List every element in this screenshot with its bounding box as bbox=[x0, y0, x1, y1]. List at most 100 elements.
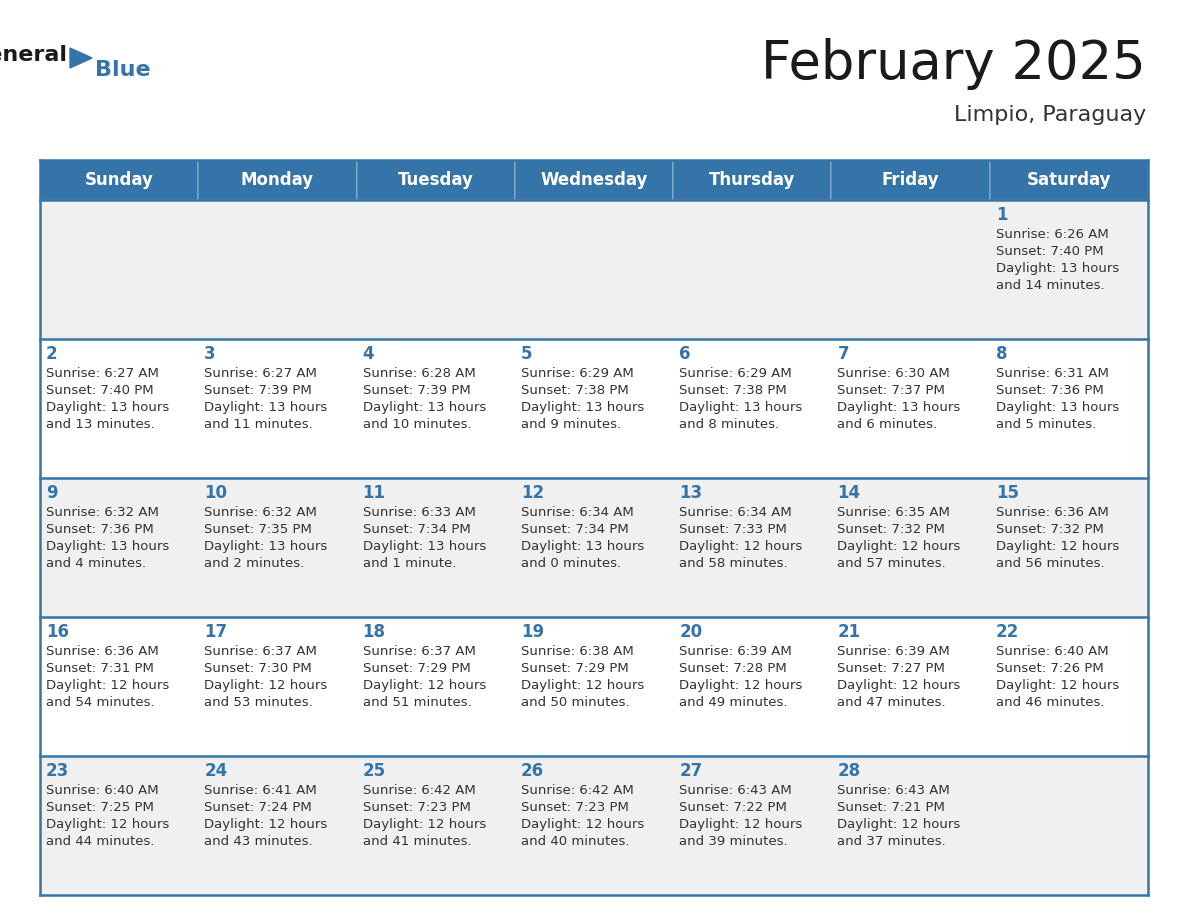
Text: and 50 minutes.: and 50 minutes. bbox=[520, 696, 630, 709]
Bar bbox=[674, 478, 832, 617]
Text: 14: 14 bbox=[838, 484, 860, 502]
Text: Daylight: 13 hours: Daylight: 13 hours bbox=[520, 401, 644, 414]
Text: and 8 minutes.: and 8 minutes. bbox=[680, 418, 779, 431]
Text: 27: 27 bbox=[680, 762, 702, 780]
Text: Sunset: 7:25 PM: Sunset: 7:25 PM bbox=[46, 801, 154, 814]
Text: Sunrise: 6:27 AM: Sunrise: 6:27 AM bbox=[204, 367, 317, 380]
Bar bbox=[514, 339, 674, 478]
Text: Daylight: 12 hours: Daylight: 12 hours bbox=[838, 679, 961, 692]
Text: Sunset: 7:24 PM: Sunset: 7:24 PM bbox=[204, 801, 312, 814]
Text: Daylight: 12 hours: Daylight: 12 hours bbox=[838, 540, 961, 553]
Text: February 2025: February 2025 bbox=[762, 38, 1146, 90]
Text: Sunrise: 6:34 AM: Sunrise: 6:34 AM bbox=[520, 506, 633, 519]
Bar bbox=[198, 339, 356, 478]
Text: Sunrise: 6:39 AM: Sunrise: 6:39 AM bbox=[838, 645, 950, 658]
Text: 25: 25 bbox=[362, 762, 386, 780]
Bar bbox=[40, 617, 198, 756]
Bar bbox=[40, 200, 198, 339]
Bar bbox=[832, 200, 990, 339]
Text: Sunset: 7:26 PM: Sunset: 7:26 PM bbox=[996, 662, 1104, 675]
Text: Sunrise: 6:35 AM: Sunrise: 6:35 AM bbox=[838, 506, 950, 519]
Text: Sunset: 7:27 PM: Sunset: 7:27 PM bbox=[838, 662, 946, 675]
Bar bbox=[674, 200, 832, 339]
Bar bbox=[40, 478, 198, 617]
Text: and 46 minutes.: and 46 minutes. bbox=[996, 696, 1104, 709]
Text: and 44 minutes.: and 44 minutes. bbox=[46, 835, 154, 848]
Text: Sunset: 7:23 PM: Sunset: 7:23 PM bbox=[362, 801, 470, 814]
Text: 2: 2 bbox=[46, 345, 58, 363]
Text: and 37 minutes.: and 37 minutes. bbox=[838, 835, 946, 848]
Text: Sunrise: 6:40 AM: Sunrise: 6:40 AM bbox=[46, 784, 159, 797]
Text: Sunrise: 6:34 AM: Sunrise: 6:34 AM bbox=[680, 506, 792, 519]
Text: Sunrise: 6:37 AM: Sunrise: 6:37 AM bbox=[204, 645, 317, 658]
Bar bbox=[40, 160, 198, 200]
Text: Daylight: 13 hours: Daylight: 13 hours bbox=[520, 540, 644, 553]
Text: and 1 minute.: and 1 minute. bbox=[362, 557, 456, 570]
Text: 23: 23 bbox=[46, 762, 69, 780]
Text: Daylight: 13 hours: Daylight: 13 hours bbox=[996, 401, 1119, 414]
Text: Sunrise: 6:38 AM: Sunrise: 6:38 AM bbox=[520, 645, 633, 658]
Text: Sunset: 7:32 PM: Sunset: 7:32 PM bbox=[996, 523, 1104, 536]
Bar bbox=[40, 756, 198, 895]
Text: 10: 10 bbox=[204, 484, 227, 502]
Bar bbox=[514, 756, 674, 895]
Text: Sunrise: 6:28 AM: Sunrise: 6:28 AM bbox=[362, 367, 475, 380]
Text: Sunset: 7:28 PM: Sunset: 7:28 PM bbox=[680, 662, 786, 675]
Text: Daylight: 12 hours: Daylight: 12 hours bbox=[46, 679, 169, 692]
Text: Tuesday: Tuesday bbox=[398, 171, 474, 189]
Text: Sunset: 7:33 PM: Sunset: 7:33 PM bbox=[680, 523, 786, 536]
Bar bbox=[990, 200, 1148, 339]
Text: Blue: Blue bbox=[95, 60, 151, 80]
Text: 3: 3 bbox=[204, 345, 216, 363]
Text: Daylight: 12 hours: Daylight: 12 hours bbox=[680, 540, 802, 553]
Text: and 57 minutes.: and 57 minutes. bbox=[838, 557, 946, 570]
Bar bbox=[356, 756, 514, 895]
Bar bbox=[356, 478, 514, 617]
Bar bbox=[832, 756, 990, 895]
Text: Daylight: 13 hours: Daylight: 13 hours bbox=[46, 540, 169, 553]
Text: Sunrise: 6:37 AM: Sunrise: 6:37 AM bbox=[362, 645, 475, 658]
Text: 22: 22 bbox=[996, 623, 1019, 641]
Text: Sunrise: 6:43 AM: Sunrise: 6:43 AM bbox=[680, 784, 792, 797]
Text: 19: 19 bbox=[520, 623, 544, 641]
Text: Daylight: 12 hours: Daylight: 12 hours bbox=[520, 818, 644, 831]
Bar bbox=[514, 617, 674, 756]
Text: Sunrise: 6:43 AM: Sunrise: 6:43 AM bbox=[838, 784, 950, 797]
Bar bbox=[674, 339, 832, 478]
Text: Sunset: 7:22 PM: Sunset: 7:22 PM bbox=[680, 801, 786, 814]
Text: Daylight: 13 hours: Daylight: 13 hours bbox=[680, 401, 802, 414]
Text: 16: 16 bbox=[46, 623, 69, 641]
Text: Daylight: 12 hours: Daylight: 12 hours bbox=[996, 679, 1119, 692]
Text: 17: 17 bbox=[204, 623, 227, 641]
Text: Daylight: 12 hours: Daylight: 12 hours bbox=[838, 818, 961, 831]
Text: 6: 6 bbox=[680, 345, 690, 363]
Text: Sunset: 7:36 PM: Sunset: 7:36 PM bbox=[996, 384, 1104, 397]
Bar bbox=[40, 339, 198, 478]
Text: Daylight: 13 hours: Daylight: 13 hours bbox=[362, 540, 486, 553]
Text: Daylight: 12 hours: Daylight: 12 hours bbox=[996, 540, 1119, 553]
Text: and 13 minutes.: and 13 minutes. bbox=[46, 418, 154, 431]
Text: Daylight: 12 hours: Daylight: 12 hours bbox=[520, 679, 644, 692]
Text: Sunset: 7:39 PM: Sunset: 7:39 PM bbox=[362, 384, 470, 397]
Bar bbox=[198, 756, 356, 895]
Text: Sunrise: 6:29 AM: Sunrise: 6:29 AM bbox=[520, 367, 633, 380]
Text: Sunrise: 6:36 AM: Sunrise: 6:36 AM bbox=[46, 645, 159, 658]
Text: Thursday: Thursday bbox=[709, 171, 796, 189]
Text: Daylight: 12 hours: Daylight: 12 hours bbox=[46, 818, 169, 831]
Text: Sunset: 7:37 PM: Sunset: 7:37 PM bbox=[838, 384, 946, 397]
Text: Daylight: 13 hours: Daylight: 13 hours bbox=[204, 540, 328, 553]
Text: 21: 21 bbox=[838, 623, 860, 641]
Bar bbox=[990, 617, 1148, 756]
Text: and 6 minutes.: and 6 minutes. bbox=[838, 418, 937, 431]
Bar bbox=[674, 756, 832, 895]
Text: and 58 minutes.: and 58 minutes. bbox=[680, 557, 788, 570]
Text: Sunrise: 6:41 AM: Sunrise: 6:41 AM bbox=[204, 784, 317, 797]
Text: Daylight: 12 hours: Daylight: 12 hours bbox=[204, 818, 328, 831]
Bar bbox=[990, 339, 1148, 478]
Text: Sunset: 7:40 PM: Sunset: 7:40 PM bbox=[996, 245, 1104, 258]
Text: Daylight: 12 hours: Daylight: 12 hours bbox=[204, 679, 328, 692]
Bar bbox=[514, 160, 674, 200]
Text: Sunset: 7:38 PM: Sunset: 7:38 PM bbox=[680, 384, 786, 397]
Text: Daylight: 13 hours: Daylight: 13 hours bbox=[838, 401, 961, 414]
Text: and 0 minutes.: and 0 minutes. bbox=[520, 557, 621, 570]
